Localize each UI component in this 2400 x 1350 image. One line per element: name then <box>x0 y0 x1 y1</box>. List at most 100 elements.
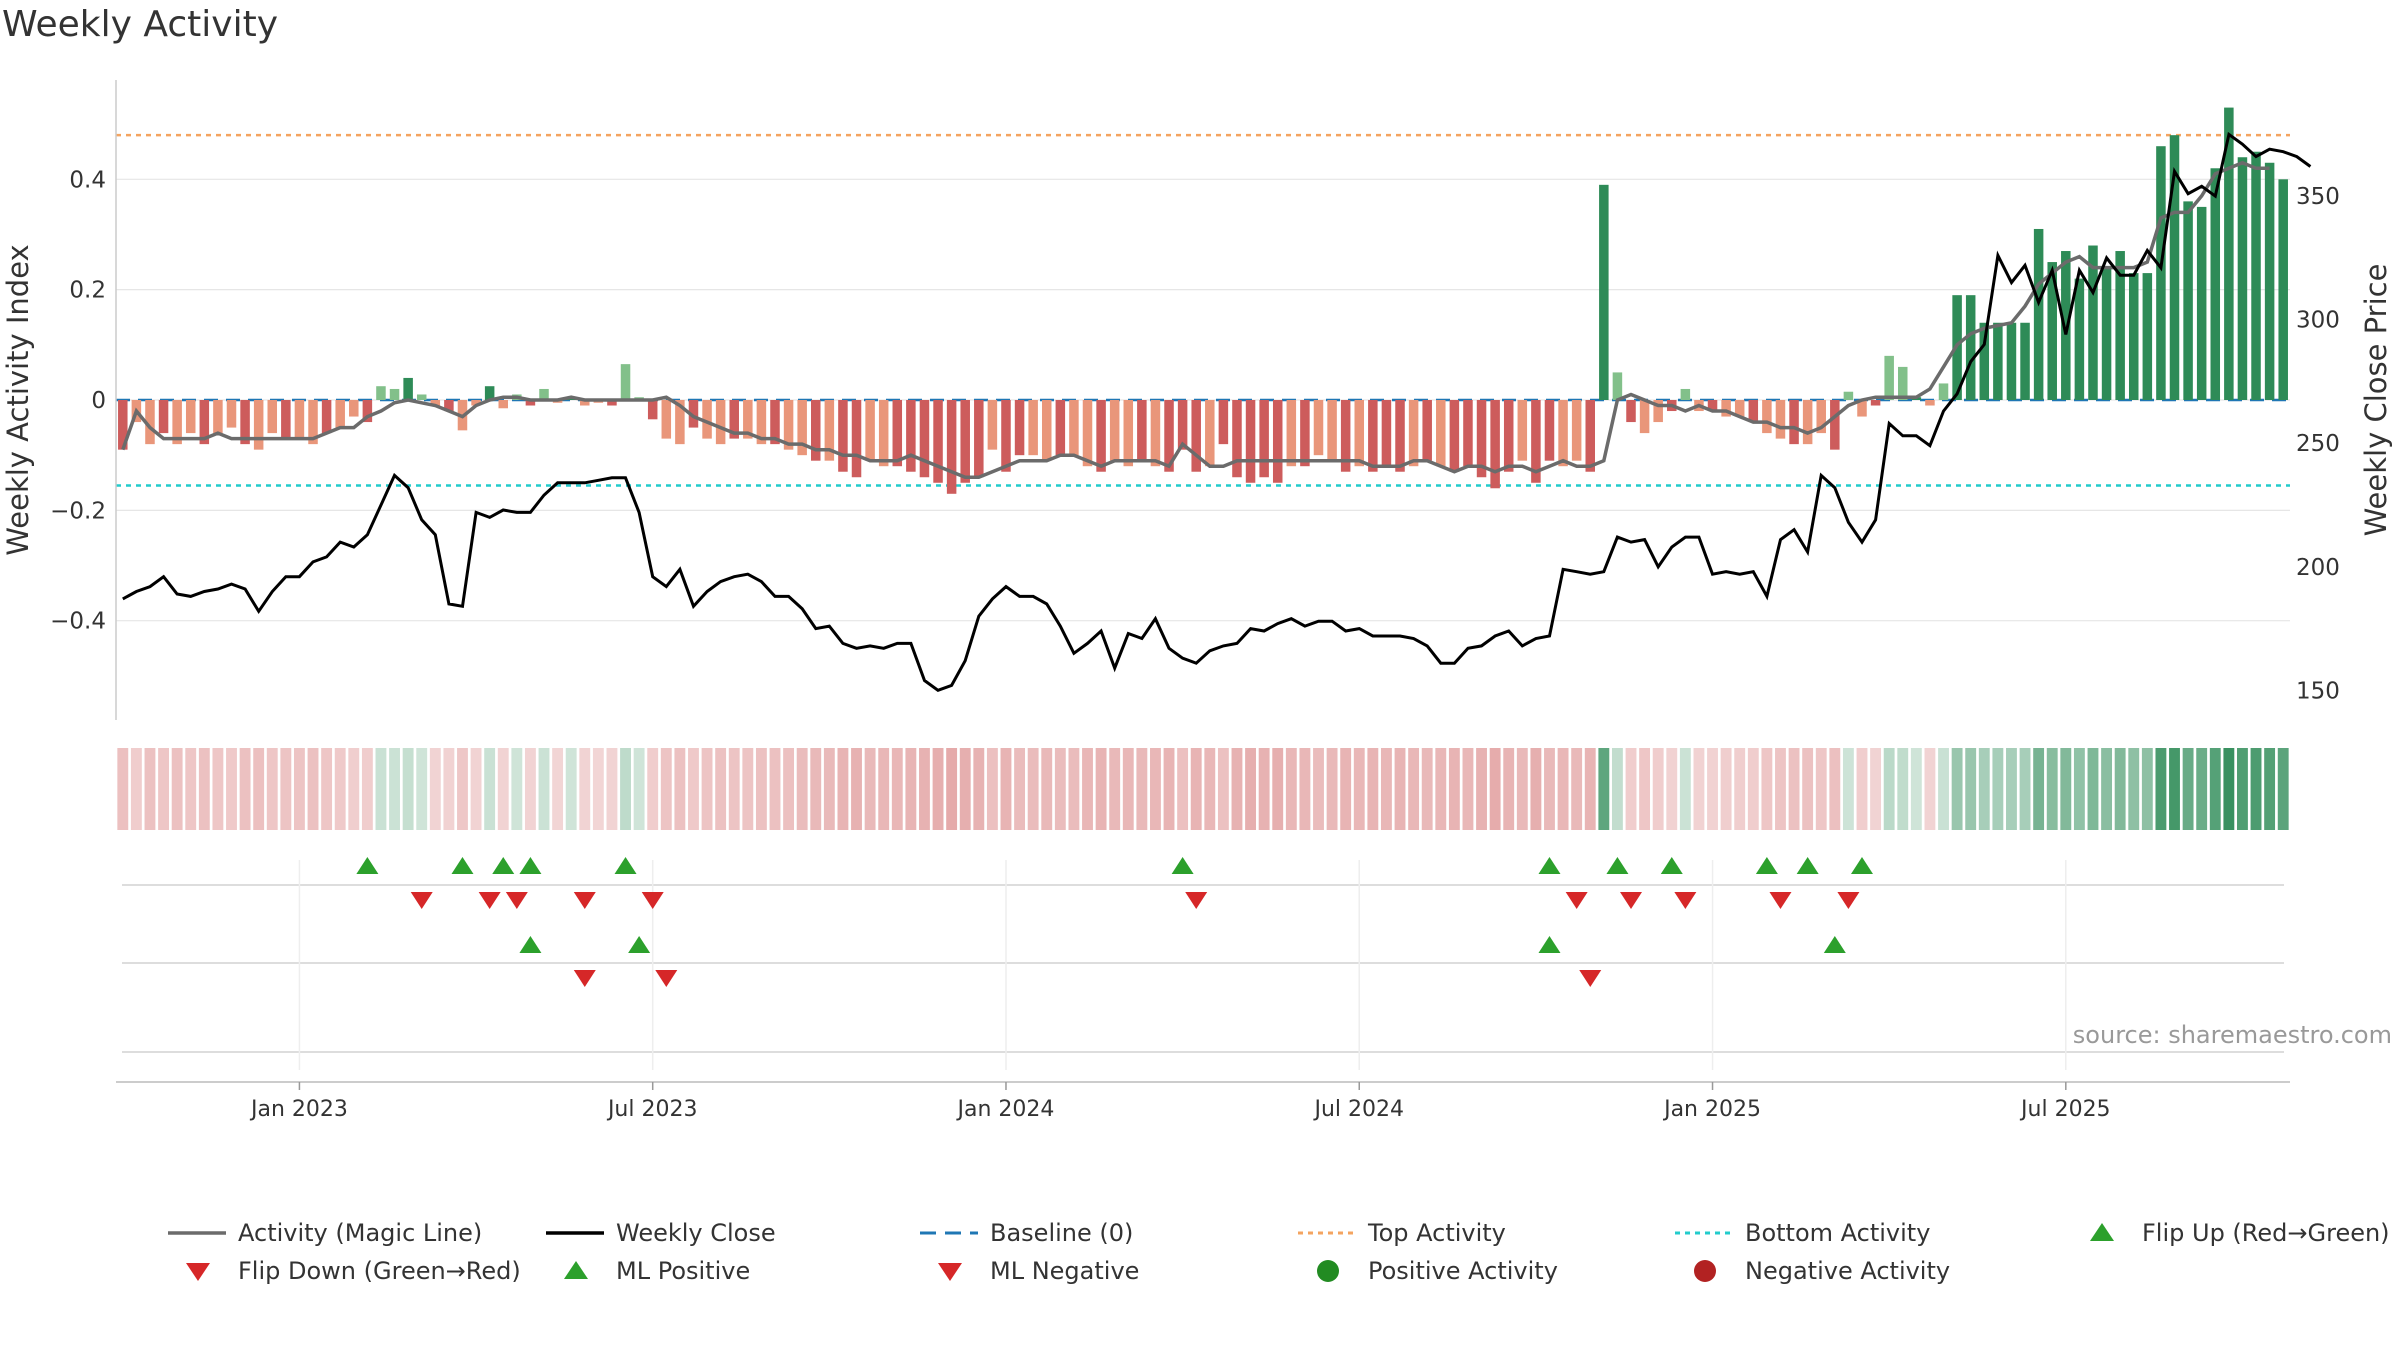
heat-cell <box>1747 748 1759 830</box>
activity-bar <box>1218 400 1229 445</box>
legend-item: Flip Down (Green→Red) <box>186 1257 521 1285</box>
legend: Activity (Magic Line) Weekly Close Baselin… <box>168 1219 2390 1285</box>
heat-cell <box>171 748 183 830</box>
activity-bar <box>987 400 998 450</box>
activity-bar <box>1870 400 1881 406</box>
heat-cell <box>1978 748 1990 830</box>
y2-tick-label: 300 <box>2296 308 2340 334</box>
ml-positive-marker <box>628 936 651 953</box>
activity-bar <box>525 400 536 406</box>
activity-bar <box>1205 400 1215 467</box>
ml-negative-marker <box>655 970 678 987</box>
activity-bar <box>824 400 835 461</box>
flip-up-marker <box>1660 857 1683 874</box>
y2-tick-label: 200 <box>2296 555 2340 581</box>
activity-bar <box>1109 400 1120 461</box>
activity-bar <box>702 400 712 439</box>
activity-bar <box>2020 322 2030 400</box>
activity-bar <box>2264 162 2275 400</box>
activity-bar <box>1232 400 1242 478</box>
heat-cell <box>1910 748 1922 830</box>
heat-cell <box>1353 748 1365 830</box>
activity-heat-strip <box>117 748 2289 830</box>
legend-item: Positive Activity <box>1317 1257 1558 1285</box>
flip-up-marker <box>356 857 379 874</box>
legend-item: Baseline (0) <box>920 1219 1133 1247</box>
heat-cell <box>1883 748 1895 830</box>
legend-item: ML Negative <box>938 1257 1139 1285</box>
activity-bar <box>430 400 441 406</box>
heat-cell <box>647 748 659 830</box>
heat-cell <box>701 748 713 830</box>
activity-bar <box>1558 400 1568 467</box>
activity-bar <box>1028 400 1038 456</box>
heat-cell <box>1707 748 1718 830</box>
activity-bar <box>1082 400 1093 467</box>
ml-negative-marker <box>1579 970 1602 987</box>
activity-bar <box>2033 228 2044 400</box>
activity-bar <box>1408 400 1419 467</box>
heat-cell <box>443 748 455 830</box>
activity-bar <box>1313 400 1324 456</box>
heat-cell <box>1639 748 1651 830</box>
flip-up-marker <box>1171 857 1194 874</box>
activity-bar <box>1245 400 1256 483</box>
activity-bar <box>1259 400 1269 478</box>
activity-bar <box>1816 400 1826 434</box>
flip-down-marker <box>1674 892 1697 909</box>
heat-cell <box>1299 748 1311 830</box>
activity-bar <box>1843 391 1854 400</box>
heat-cell <box>1421 748 1433 830</box>
heat-cell <box>973 748 985 830</box>
x-tick-label: Jan 2025 <box>1662 1097 1761 1122</box>
heat-cell <box>579 748 591 830</box>
heat-cell <box>1054 748 1066 830</box>
heat-cell <box>1408 748 1420 830</box>
activity-bar <box>580 400 590 406</box>
activity-bar <box>1490 400 1500 489</box>
activity-bar <box>892 400 903 467</box>
activity-bar <box>1599 184 1609 400</box>
activity-bar <box>1150 400 1161 467</box>
x-tick-label: Jul 2025 <box>2019 1097 2111 1122</box>
activity-bar <box>946 400 957 494</box>
activity-bar <box>185 400 196 434</box>
heat-cell <box>851 748 862 830</box>
activity-bar <box>811 400 821 461</box>
heat-cell <box>769 748 781 830</box>
heat-cell <box>2209 748 2221 830</box>
activity-bar <box>294 400 305 439</box>
heat-cell <box>1272 748 1284 830</box>
heat-cell <box>742 748 754 830</box>
heat-cell <box>1666 748 1678 830</box>
x-axis: Jan 2023 Jul 2023 Jan 2024 Jul 2024 Jan 2025… <box>116 1081 2290 1122</box>
activity-bar <box>919 400 930 478</box>
heat-cell <box>1462 748 1474 830</box>
heat-cell <box>891 748 903 830</box>
axes: 0.4 0.2 0 −0.2 −0.4 350 300 250 200 150 Weekly Act… <box>1 80 2393 720</box>
heat-cell <box>2114 748 2126 830</box>
activity-bar <box>2088 245 2098 400</box>
heat-cell <box>2060 748 2072 830</box>
signal-markers <box>122 857 2284 1070</box>
heat-cell <box>1326 748 1338 830</box>
legend-item: Weekly Close <box>546 1219 776 1247</box>
activity-bar <box>1734 400 1745 417</box>
activity-bar <box>226 400 237 428</box>
activity-bar <box>661 400 672 439</box>
heat-cell <box>1448 748 1460 830</box>
activity-bar <box>2169 135 2180 400</box>
activity-bar <box>1680 388 1691 400</box>
activity-bar <box>416 394 427 400</box>
legend-label: Bottom Activity <box>1745 1219 1930 1247</box>
flip-down-marker <box>410 892 433 909</box>
heat-cell <box>484 748 496 830</box>
heat-cell <box>416 748 428 830</box>
heat-cell <box>470 748 482 830</box>
flip-down-marker <box>1769 892 1792 909</box>
y-tick-label: 0.2 <box>69 278 106 304</box>
activity-bar <box>2128 273 2139 400</box>
legend-label: ML Negative <box>990 1257 1139 1285</box>
